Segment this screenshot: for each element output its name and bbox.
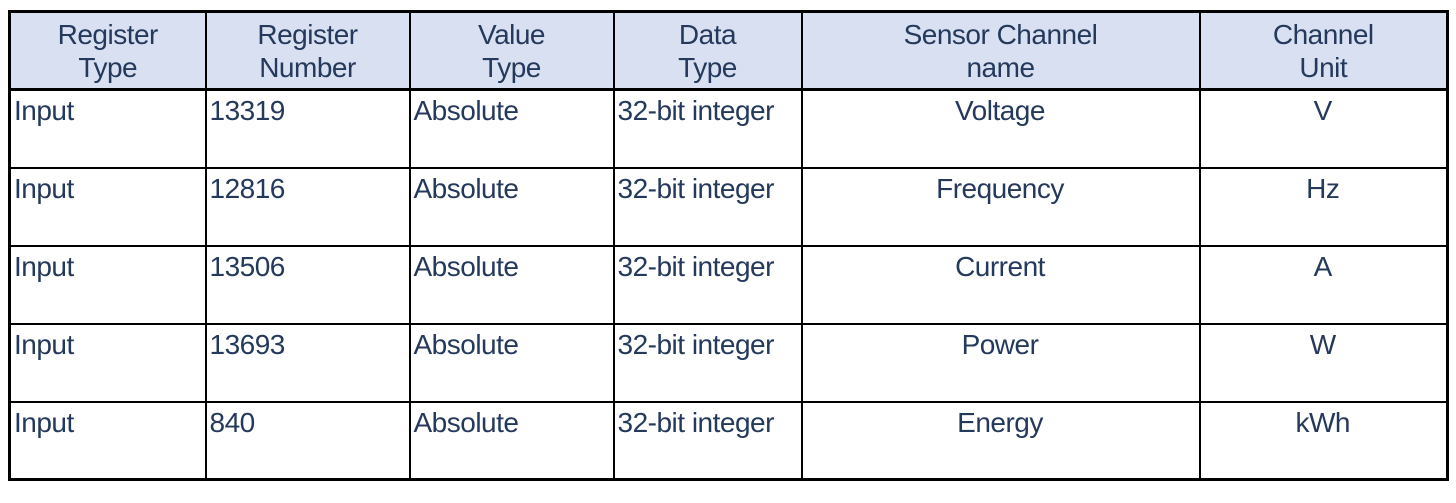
cell-channel-unit: A: [1198, 244, 1449, 325]
cell-channel-unit: Hz: [1198, 166, 1449, 247]
cell-value-type: Absolute: [408, 400, 615, 481]
cell-sensor-channel-name: Energy: [800, 400, 1201, 481]
cell-channel-unit: V: [1198, 88, 1449, 169]
cell-register-number: 13693: [204, 322, 411, 403]
table-row-current: Input 13506 Absolute 32-bit integer Curr…: [8, 244, 1449, 325]
cell-data-type: 32-bit integer: [612, 400, 803, 481]
document-page: Register Type Register Number Value Type…: [8, 10, 1449, 481]
cell-data-type: 32-bit integer: [612, 166, 803, 247]
cell-sensor-channel-name: Current: [800, 244, 1201, 325]
cell-value-type: Absolute: [408, 166, 615, 247]
table-row-voltage: Input 13319 Absolute 32-bit integer Volt…: [8, 88, 1449, 169]
column-header-register-type: Register Type: [8, 10, 207, 91]
cell-register-type: Input: [8, 400, 207, 481]
cell-data-type: 32-bit integer: [612, 322, 803, 403]
column-header-channel-unit: Channel Unit: [1198, 10, 1449, 91]
register-mapping-table: Register Type Register Number Value Type…: [8, 10, 1449, 481]
column-header-register-number: Register Number: [204, 10, 411, 91]
cell-data-type: 32-bit integer: [612, 244, 803, 325]
table-row-power: Input 13693 Absolute 32-bit integer Powe…: [8, 322, 1449, 403]
table-row-frequency: Input 12816 Absolute 32-bit integer Freq…: [8, 166, 1449, 247]
column-header-sensor-channel-name: Sensor Channel name: [800, 10, 1201, 91]
table-row-energy: Input 840 Absolute 32-bit integer Energy…: [8, 400, 1449, 481]
cell-register-type: Input: [8, 88, 207, 169]
column-header-value-type: Value Type: [408, 10, 615, 91]
cell-register-number: 840: [204, 400, 411, 481]
cell-sensor-channel-name: Frequency: [800, 166, 1201, 247]
cell-sensor-channel-name: Power: [800, 322, 1201, 403]
cell-value-type: Absolute: [408, 322, 615, 403]
cell-value-type: Absolute: [408, 88, 615, 169]
cell-register-number: 12816: [204, 166, 411, 247]
header-row: Register Type Register Number Value Type…: [8, 10, 1449, 91]
cell-channel-unit: kWh: [1198, 400, 1449, 481]
cell-data-type: 32-bit integer: [612, 88, 803, 169]
cell-sensor-channel-name: Voltage: [800, 88, 1201, 169]
cell-value-type: Absolute: [408, 244, 615, 325]
cell-register-number: 13506: [204, 244, 411, 325]
cell-register-type: Input: [8, 166, 207, 247]
cell-register-type: Input: [8, 322, 207, 403]
cell-register-number: 13319: [204, 88, 411, 169]
cell-channel-unit: W: [1198, 322, 1449, 403]
column-header-data-type: Data Type: [612, 10, 803, 91]
cell-register-type: Input: [8, 244, 207, 325]
